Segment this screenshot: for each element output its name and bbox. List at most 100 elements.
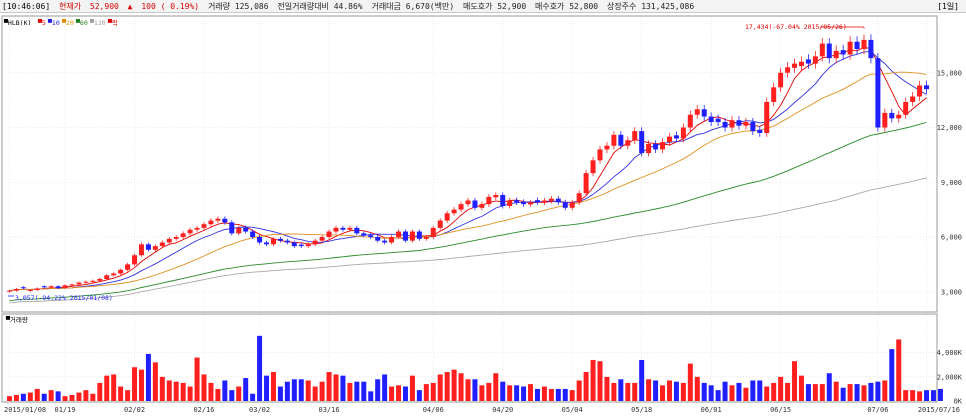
- candle-body: [722, 122, 728, 128]
- legend-ma10: ▀10: [47, 18, 60, 27]
- candle-body: [145, 244, 151, 250]
- volume-bar: [180, 382, 186, 401]
- legend-ma60: ▀60: [75, 18, 88, 27]
- candle-body: [90, 280, 96, 282]
- candle-body: [409, 231, 415, 241]
- volume-bar: [34, 388, 40, 401]
- volume-bar: [750, 380, 756, 401]
- legend-ma20: ▀20: [61, 18, 74, 27]
- legend-ma120: ▀120: [89, 18, 106, 27]
- candle-body: [521, 202, 527, 205]
- candle-body: [382, 240, 388, 243]
- candle-body: [819, 43, 825, 57]
- volume-bar: [69, 394, 75, 401]
- candle-body: [493, 195, 499, 198]
- candle-body: [125, 264, 131, 270]
- candle-body: [423, 237, 429, 239]
- candle-body: [97, 278, 103, 281]
- candle-body: [270, 238, 276, 245]
- volume-bar: [305, 380, 311, 401]
- volume-bar: [854, 384, 860, 401]
- candle-body: [284, 240, 290, 243]
- volume-bar: [104, 375, 110, 401]
- volume-bar: [166, 380, 172, 401]
- candle-body: [187, 229, 193, 234]
- volume-bar: [639, 359, 645, 401]
- candle-body: [27, 289, 33, 291]
- volume-bar: [382, 374, 388, 401]
- candle-body: [611, 134, 617, 146]
- volume-axis-label: 4,000K: [937, 349, 963, 357]
- candle-body: [180, 233, 186, 237]
- volume-bar: [826, 373, 832, 401]
- candle-body: [694, 109, 700, 115]
- volume-bar: [291, 379, 297, 401]
- volume-bar: [541, 386, 547, 401]
- legend-lock: ▀락: [107, 18, 118, 27]
- candle-body: [882, 112, 888, 128]
- candle-body: [55, 286, 61, 289]
- candle-body: [514, 200, 520, 203]
- volume-bar: [764, 386, 770, 401]
- volume-bar: [722, 381, 728, 401]
- candle-body: [840, 50, 846, 55]
- period-mode-button[interactable]: [1일]: [937, 2, 959, 11]
- volume-bar: [48, 390, 54, 401]
- volume-bar: [250, 393, 256, 401]
- volume-bar: [375, 379, 381, 401]
- volume-bar: [13, 394, 19, 401]
- candle-body: [917, 85, 923, 97]
- volume-bar: [646, 379, 652, 401]
- volume-bar: [632, 382, 638, 401]
- price-axis-label: 12,000: [937, 124, 962, 132]
- volume-bar: [590, 359, 596, 401]
- date-axis-label: 02/16: [193, 406, 214, 414]
- candle-body: [778, 72, 784, 88]
- date-axis-label: 06/15: [770, 406, 791, 414]
- volume-bar: [500, 381, 506, 401]
- volume-bar: [507, 385, 513, 401]
- volume-bar: [625, 382, 631, 401]
- candle-body: [618, 134, 624, 146]
- volume-bar: [444, 372, 450, 401]
- candle-body: [69, 284, 75, 286]
- stock-chart[interactable]: 15,000 12,000 9,000 6,000 3,000 4,000K 2,000K 0…: [0, 13, 966, 416]
- candle-body: [701, 109, 707, 117]
- candle-body: [736, 120, 742, 126]
- volume-bar: [583, 372, 589, 401]
- trade-amount: 거래대금 6,670(백만): [371, 2, 455, 11]
- volume-bar: [687, 363, 693, 401]
- candle-body: [687, 114, 693, 128]
- volume-bar: [152, 362, 158, 401]
- candle-body: [708, 116, 714, 123]
- date-axis-label: 2015/07/16: [918, 406, 960, 414]
- volume-bar: [340, 375, 346, 401]
- candle-body: [562, 202, 568, 208]
- candle-body: [159, 242, 165, 247]
- date-axis-label: 2015/01/08: [4, 406, 46, 414]
- volume-bar: [111, 374, 117, 401]
- volume-bar: [673, 381, 679, 401]
- volume-bar: [222, 380, 228, 401]
- volume-bar: [396, 385, 402, 401]
- candle-body: [653, 143, 659, 150]
- volume-bar: [118, 386, 124, 401]
- volume-bar: [347, 382, 353, 401]
- volume-bar: [715, 390, 721, 401]
- quote-status-bar: [10:46:06] 현재가 52,900 ▲ 100 ( 0.19%) 거래량…: [0, 0, 966, 13]
- volume-bar: [882, 380, 888, 401]
- candle-body: [76, 282, 82, 285]
- volume-bar: [930, 390, 936, 401]
- candle-body: [257, 237, 263, 243]
- volume-bar: [660, 385, 666, 401]
- volume-bar: [708, 385, 714, 401]
- price-axis-label: 15,000: [937, 69, 962, 77]
- candle-body: [486, 196, 492, 205]
- candle-body: [528, 202, 534, 205]
- volume-bar: [757, 380, 763, 401]
- candle-body: [812, 56, 818, 64]
- candle-body: [20, 287, 26, 289]
- candle-body: [13, 289, 19, 291]
- volume-bar: [819, 384, 825, 401]
- volume-bar: [555, 388, 561, 401]
